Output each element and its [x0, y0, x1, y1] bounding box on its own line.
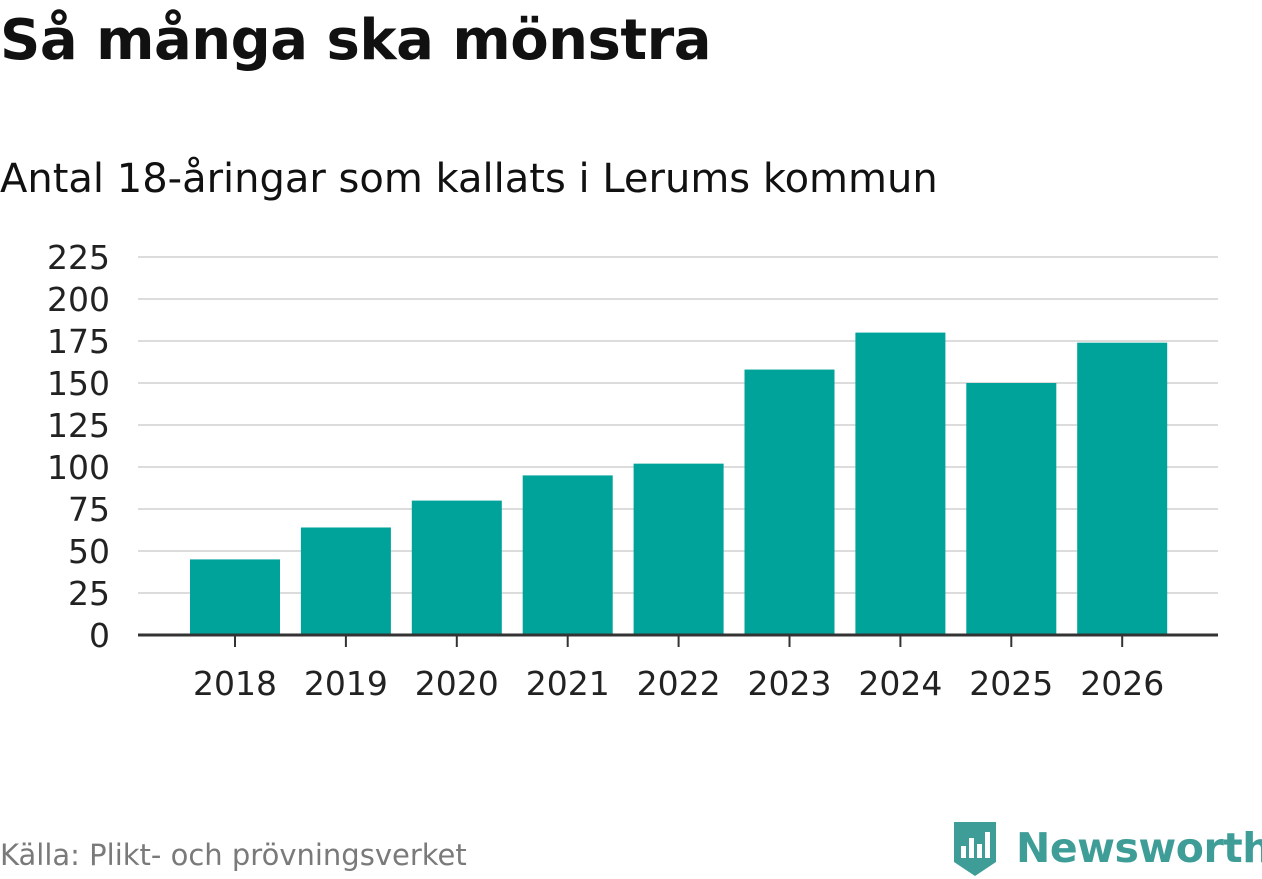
- x-tick-label: 2022: [637, 664, 721, 703]
- bar-2021: [522, 475, 613, 635]
- y-tick-label: 50: [68, 532, 110, 571]
- y-tick-label: 100: [47, 448, 110, 487]
- bar-2022: [633, 463, 724, 635]
- y-tick-label: 200: [47, 280, 110, 319]
- x-tick-label: 2018: [193, 664, 277, 703]
- x-tick-label: 2019: [304, 664, 388, 703]
- x-tick-label: 2021: [526, 664, 610, 703]
- y-tick-label: 25: [68, 574, 110, 613]
- source-note: Källa: Plikt- och prövningsverket: [0, 838, 467, 872]
- y-tick-label: 125: [47, 406, 110, 445]
- bar-2023: [744, 369, 835, 635]
- x-tick-label: 2025: [969, 664, 1053, 703]
- bars: [190, 332, 1168, 635]
- y-tick-label: 175: [47, 322, 110, 361]
- y-tick-label: 150: [47, 364, 110, 403]
- x-tick-label: 2020: [415, 664, 499, 703]
- bar-chart-icon: [954, 822, 996, 876]
- x-tick-label: 2023: [748, 664, 832, 703]
- bar-2026: [1077, 342, 1168, 635]
- x-tick-label: 2026: [1080, 664, 1164, 703]
- x-tick-label: 2024: [858, 664, 942, 703]
- x-axis-ticks: 2018 2019 2020 2021 2022 2023 2024 2025 2026: [193, 664, 1164, 703]
- chart-title: Så många ska mönstra: [0, 8, 712, 73]
- bar-2024: [855, 332, 946, 635]
- bar-2019: [300, 527, 391, 635]
- y-tick-label: 75: [68, 490, 110, 529]
- newsworthy-logo: Newsworthy: [950, 818, 1262, 878]
- brand-name: Newsworthy: [1016, 824, 1262, 872]
- x-axis: [138, 633, 1218, 647]
- chart-subtitle: Antal 18-åringar som kallats i Lerums ko…: [0, 156, 938, 202]
- y-tick-label: 225: [47, 238, 110, 277]
- bar-2025: [966, 383, 1057, 635]
- y-tick-label: 0: [89, 616, 110, 655]
- bar-2018: [190, 559, 280, 635]
- bar-2020: [411, 500, 502, 635]
